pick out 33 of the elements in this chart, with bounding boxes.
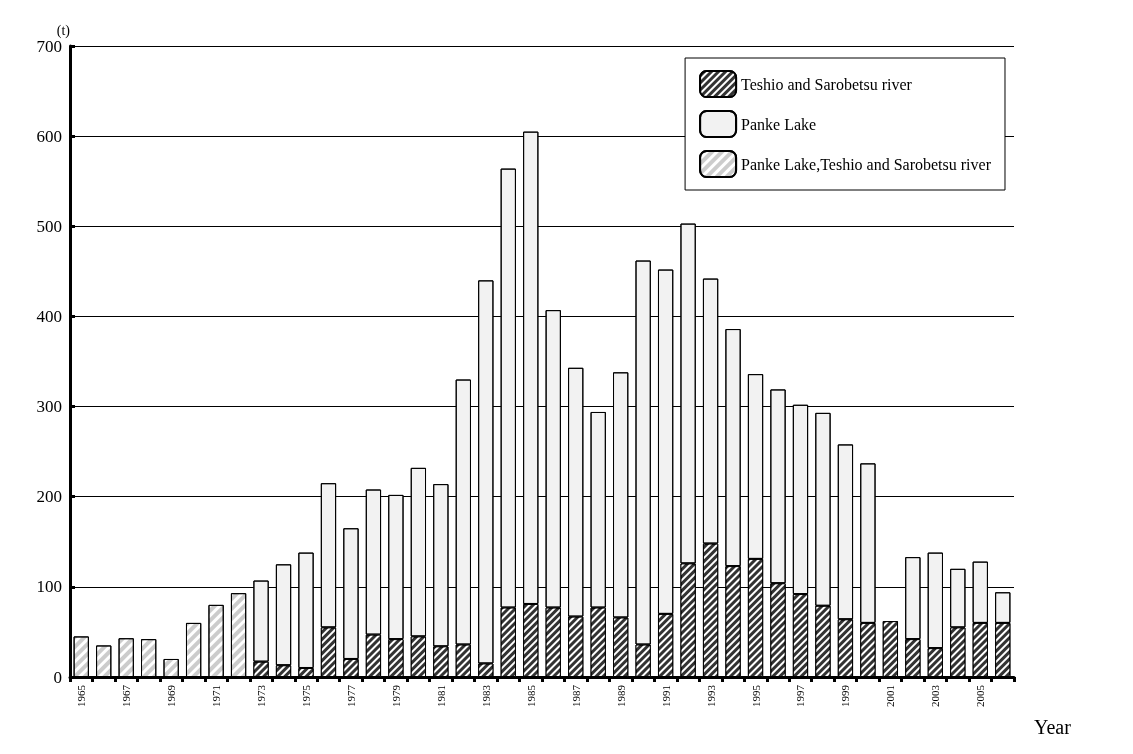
x-tick-label: 2001 — [884, 685, 897, 707]
y-tick-label: 600 — [36, 126, 62, 146]
x-tick-label: 1983 — [479, 684, 492, 707]
x-tick-label: 2003 — [929, 684, 942, 707]
legend-label: Panke Lake,Teshio and Sarobetsu river — [741, 155, 992, 173]
y-tick-label: 500 — [36, 216, 62, 236]
x-tick-label: 1977 — [344, 684, 357, 707]
x-tick-label: 2005 — [974, 684, 987, 707]
x-tick-label: 1999 — [839, 684, 852, 707]
y-tick-label: 100 — [36, 577, 62, 597]
y-tick-label: 300 — [36, 397, 62, 417]
x-axis-title: Year — [1034, 716, 1072, 738]
x-tick-label: 1979 — [389, 684, 402, 707]
x-tick-label: 1995 — [749, 684, 762, 707]
x-tick-label: 1971 — [210, 685, 223, 707]
x-tick-label: 1975 — [300, 684, 312, 707]
x-tick-label: 1997 — [794, 684, 807, 707]
x-tick-label: 1989 — [614, 684, 627, 707]
x-tick-label: 1987 — [569, 684, 582, 707]
x-tick-label: 1965 — [75, 684, 88, 707]
y-tick-label: 400 — [36, 306, 62, 326]
x-tick-label: 1981 — [434, 685, 447, 707]
x-tick-label: 1969 — [165, 684, 178, 707]
x-tick-label: 1967 — [120, 684, 133, 707]
y-axis-title: (t) — [56, 23, 71, 40]
legend-label: Panke Lake — [741, 115, 817, 133]
x-tick-label: 1973 — [255, 684, 268, 707]
y-tick-label: 0 — [53, 667, 62, 687]
x-tick-label: 1985 — [524, 684, 537, 707]
legend-label: Teshio and Sarobetsu river — [741, 75, 913, 93]
x-tick-label: 1991 — [659, 685, 672, 707]
x-tick-label: 1993 — [704, 684, 717, 707]
y-tick-label: 200 — [36, 487, 62, 507]
